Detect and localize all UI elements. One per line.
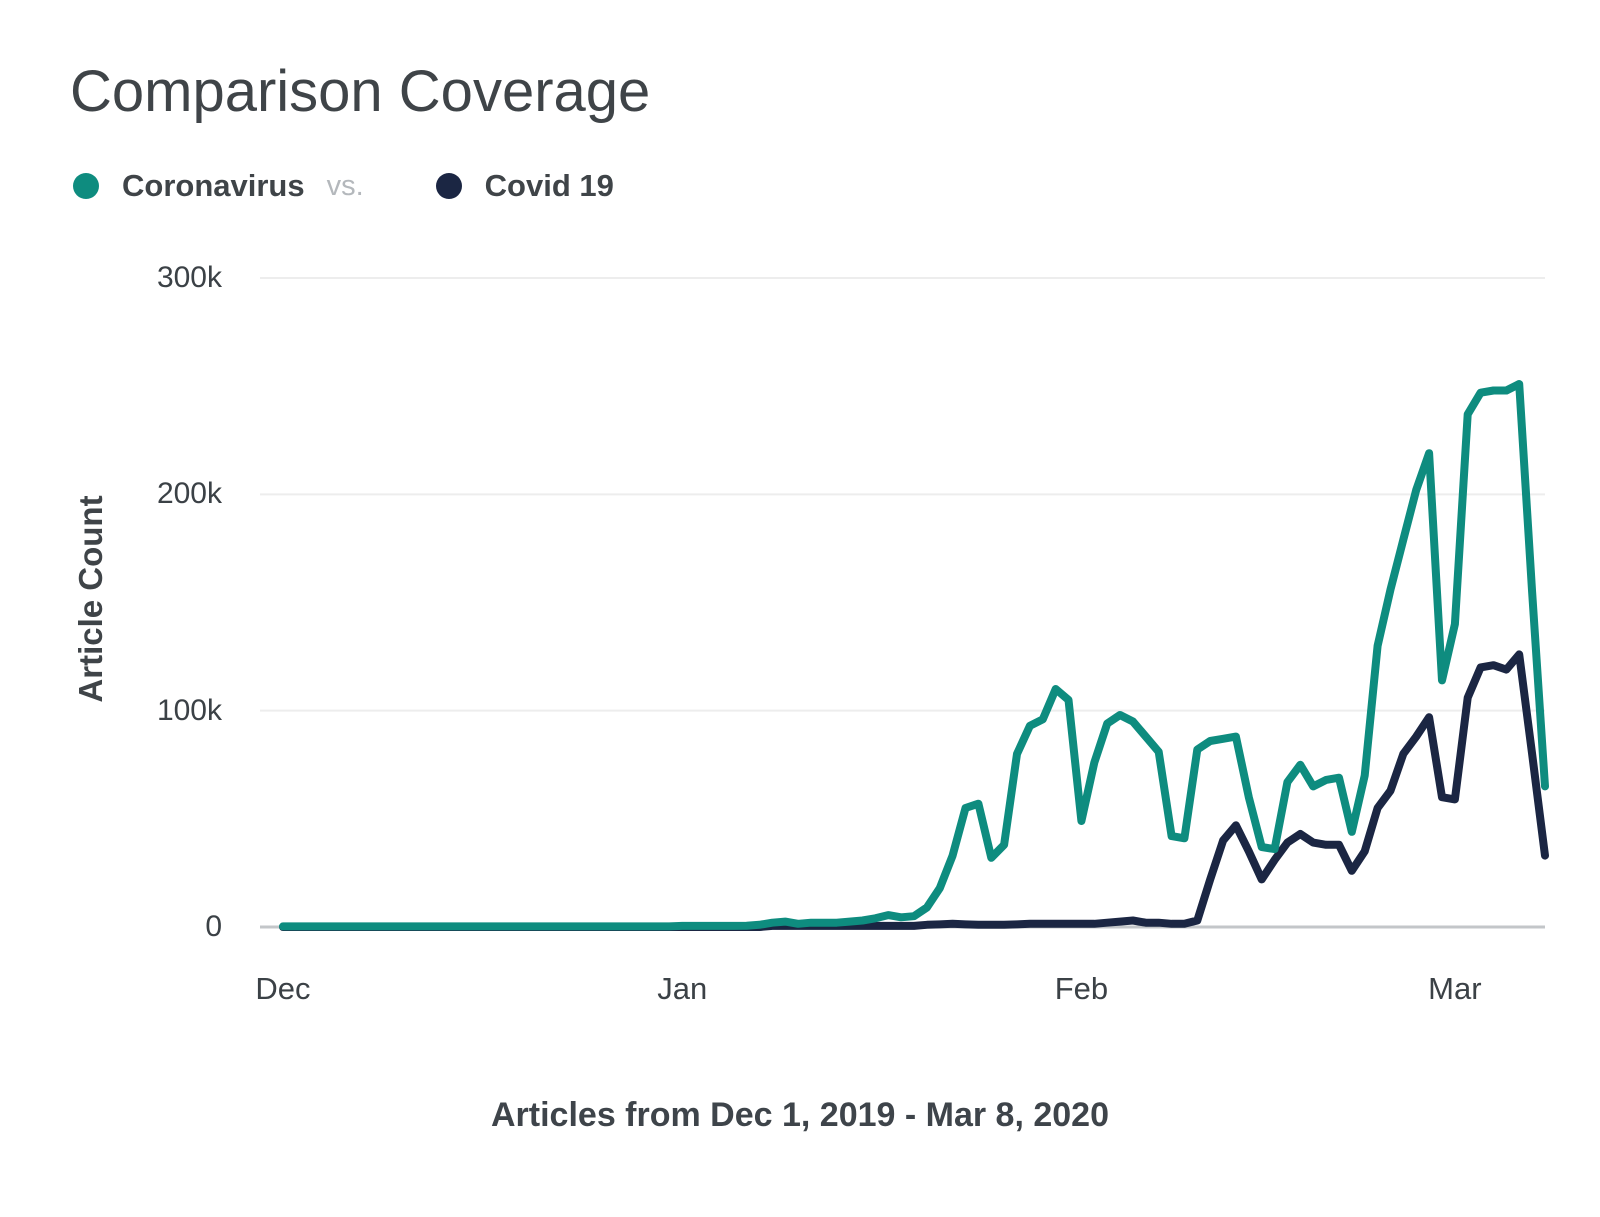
coronavirus-line	[279, 380, 1549, 931]
legend-label-coronavirus: Coronavirus	[122, 168, 305, 203]
covid19-color-dot-icon	[435, 173, 462, 199]
x-tick-label: Mar	[1428, 971, 1482, 1006]
y-tick-label: 200k	[156, 477, 222, 511]
y-tick-label: 100k	[156, 693, 222, 727]
chart-caption: Articles from Dec 1, 2019 - Mar 8, 2020	[491, 1096, 1109, 1134]
y-tick-label: 0	[205, 910, 222, 943]
y-tick-label: 300k	[156, 261, 222, 294]
legend-vs-label: vs.	[326, 169, 364, 202]
x-tick-label: Feb	[1054, 971, 1109, 1006]
series-lines	[279, 380, 1549, 931]
x-tick-label: Dec	[255, 971, 311, 1006]
page-title: Comparison Coverage	[70, 59, 651, 124]
covid19-line	[279, 650, 1549, 931]
x-tick-label: Jan	[657, 971, 708, 1006]
coronavirus-color-dot-icon	[73, 173, 99, 199]
legend: Coronavirus vs. Covid 19	[73, 168, 614, 204]
legend-label-covid19: Covid 19	[484, 168, 614, 203]
